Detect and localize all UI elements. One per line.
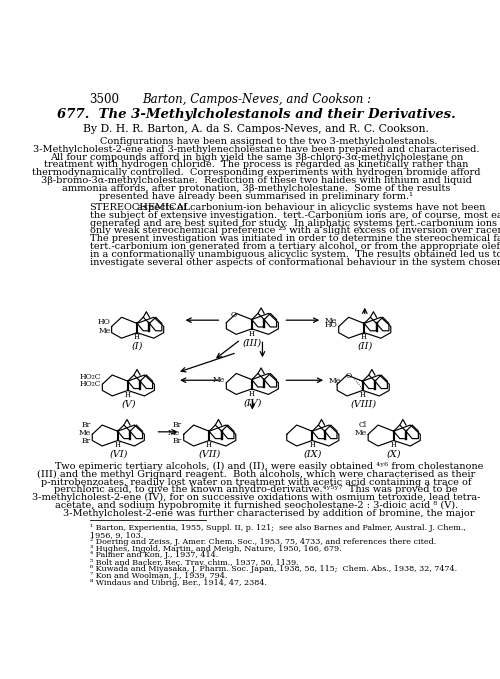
Text: 3β-bromo-3α-methylcholestane.  Reduction of these two halides with lithium and l: 3β-bromo-3α-methylcholestane. Reduction … — [41, 176, 472, 185]
Text: Two epimeric tertiary alcohols, (I) and (II), were easily obtained ⁴ʸ⁶ from chol: Two epimeric tertiary alcohols, (I) and … — [30, 462, 483, 471]
Text: Me: Me — [324, 317, 337, 325]
Text: in a conformationally unambiguous alicyclic system.  The results obtained led us: in a conformationally unambiguous alicyc… — [90, 250, 500, 259]
Text: H: H — [249, 390, 255, 398]
Text: (VII): (VII) — [198, 449, 221, 459]
Text: HO: HO — [324, 321, 338, 329]
Text: thermodynamically controlled.  Corresponding experiments with hydrogen bromide a: thermodynamically controlled. Correspond… — [32, 168, 480, 177]
Text: (III) and the methyl Grignard reagent.  Both alcohols, which were characterised : (III) and the methyl Grignard reagent. B… — [37, 470, 476, 479]
Text: ⁴ Palmer and Kon, J., 1937, 414.: ⁴ Palmer and Kon, J., 1937, 414. — [90, 551, 218, 559]
Text: H: H — [249, 329, 255, 337]
Text: Me: Me — [79, 429, 91, 437]
Text: (IX): (IX) — [304, 449, 322, 459]
Text: ⁶ Kuwada and Miyasaka, J. Pharm. Soc. Japan, 1938, 58, 115;  Chem. Abs., 1938, 3: ⁶ Kuwada and Miyasaka, J. Pharm. Soc. Ja… — [90, 566, 457, 573]
Text: Br: Br — [172, 421, 181, 429]
Text: H: H — [361, 333, 367, 342]
Text: O: O — [230, 310, 236, 318]
Text: Me: Me — [328, 377, 341, 385]
Text: ⁵ Bolt and Backer, Rec. Trav. chim., 1937, 50, 1139.: ⁵ Bolt and Backer, Rec. Trav. chim., 193… — [90, 558, 298, 566]
Text: (X): (X) — [387, 449, 402, 459]
Text: Cl: Cl — [359, 421, 367, 429]
Text: Me: Me — [98, 327, 110, 335]
Text: Barton, Campos-Neves, and Cookson :: Barton, Campos-Neves, and Cookson : — [142, 93, 371, 106]
Text: (I): (I) — [132, 342, 143, 351]
Text: Me: Me — [354, 429, 367, 437]
Text: H: H — [360, 391, 366, 399]
Text: By D. H. R. Barton, A. da S. Campos-Neves, and R. C. Cookson.: By D. H. R. Barton, A. da S. Campos-Neve… — [84, 124, 429, 134]
Text: generated and are best suited for study.  In aliphatic systems tert.-carbonium i: generated and are best suited for study.… — [90, 219, 500, 227]
Text: ⁸ Windaus and Uibrig, Ber., 1914, 47, 2384.: ⁸ Windaus and Uibrig, Ber., 1914, 47, 23… — [90, 579, 266, 587]
Text: ¹ Barton, Experientia, 1955, Suppl. II, p. 121;  see also Barnes and Palmer, Aus: ¹ Barton, Experientia, 1955, Suppl. II, … — [90, 524, 466, 532]
Text: H: H — [390, 441, 396, 449]
Text: 1956, 9, 103.: 1956, 9, 103. — [90, 531, 143, 538]
Text: HO₂C: HO₂C — [80, 380, 101, 388]
Text: Br: Br — [172, 437, 181, 445]
Text: Me: Me — [212, 376, 224, 384]
Text: acetate, and sodium hypobromite it furnished seocholestane-2 : 3-dioic acid ⁸ (V: acetate, and sodium hypobromite it furni… — [54, 501, 458, 510]
Text: (VIII): (VIII) — [350, 400, 376, 409]
Text: All four compounds afford in high yield the same 3β-chloro-3α-methylcholestane o: All four compounds afford in high yield … — [50, 153, 463, 162]
Text: STEREOCHEMICAL: STEREOCHEMICAL — [90, 203, 191, 212]
Text: 3-Methylcholest-2-ene was further characterised by addition of bromine, the majo: 3-Methylcholest-2-ene was further charac… — [38, 509, 474, 518]
Text: H: H — [125, 391, 131, 399]
Text: ammonia affords, after protonation, 3β-methylcholestane.  Some of the results: ammonia affords, after protonation, 3β-m… — [62, 184, 450, 193]
Text: investigate several other aspects of conformational behaviour in the system chos: investigate several other aspects of con… — [90, 258, 500, 267]
Text: (II): (II) — [357, 342, 372, 351]
Text: (III): (III) — [243, 338, 262, 347]
Text: Br: Br — [82, 421, 91, 429]
Text: Me: Me — [168, 429, 180, 437]
Text: H: H — [206, 441, 212, 449]
Text: (V): (V) — [121, 400, 136, 409]
Text: 3-Methylcholest-2-ene and 3-methylenecholestane have been prepared and character: 3-Methylcholest-2-ene and 3-methylenecho… — [33, 145, 480, 153]
Text: ³ Hughes, Ingold, Martin, and Meigh, Nature, 1950, 166, 679.: ³ Hughes, Ingold, Martin, and Meigh, Nat… — [90, 545, 341, 553]
Text: only weak stereochemical preference ²³ with a slight excess of inversion over ra: only weak stereochemical preference ²³ w… — [90, 226, 500, 236]
Text: p-nitrobenzoates, readily lost water on treatment with acetic acid containing a : p-nitrobenzoates, readily lost water on … — [41, 477, 472, 487]
Text: (IV): (IV) — [243, 398, 262, 407]
Text: presented have already been summarised in preliminary form.¹: presented have already been summarised i… — [99, 192, 413, 201]
Text: H: H — [114, 441, 120, 449]
Text: ² Doering and Zeiss, J. Amer. Chem. Soc., 1953, 75, 4733, and references there c: ² Doering and Zeiss, J. Amer. Chem. Soc.… — [90, 538, 436, 546]
Text: 3500: 3500 — [90, 93, 120, 106]
Text: H: H — [309, 441, 315, 449]
Text: tert.-carbonium ion generated from a tertiary alcohol, or from the appropriate o: tert.-carbonium ion generated from a ter… — [90, 242, 500, 251]
Text: perchloric acid, to give the known anhydro-derivative.⁴ʸ⁵ʸ⁷  This was proved to : perchloric acid, to give the known anhyd… — [54, 485, 458, 494]
Text: The present investigation was initiated in order to determine the stereochemical: The present investigation was initiated … — [90, 234, 500, 243]
Text: HO₂C: HO₂C — [80, 373, 101, 382]
Text: ⁷ Kon and Woolman, J., 1939, 794.: ⁷ Kon and Woolman, J., 1939, 794. — [90, 572, 227, 581]
Text: (VI): (VI) — [109, 449, 128, 459]
Text: Br: Br — [82, 437, 91, 445]
Text: H: H — [134, 333, 140, 342]
Text: O: O — [346, 371, 352, 380]
Text: 3-methylcholest-2-ene (IV), for on successive oxidations with osmium tetroxide, : 3-methylcholest-2-ene (IV), for on succe… — [32, 493, 480, 502]
Text: the subject of extensive investigation.  tert.-Carbonium ions are, of course, mo: the subject of extensive investigation. … — [90, 210, 500, 220]
Text: Configurations have been assigned to the two 3-methylcholestanols.: Configurations have been assigned to the… — [75, 137, 438, 146]
Text: treatment with hydrogen chloride.  The process is regarded as kinetically rather: treatment with hydrogen chloride. The pr… — [44, 160, 469, 170]
Text: HO: HO — [98, 318, 110, 325]
Text: aspects of carbonium-ion behaviour in alicyclic systems have not been: aspects of carbonium-ion behaviour in al… — [134, 203, 485, 212]
Text: 677.  The 3-Methylcholestanols and their Derivatives.: 677. The 3-Methylcholestanols and their … — [57, 108, 456, 121]
